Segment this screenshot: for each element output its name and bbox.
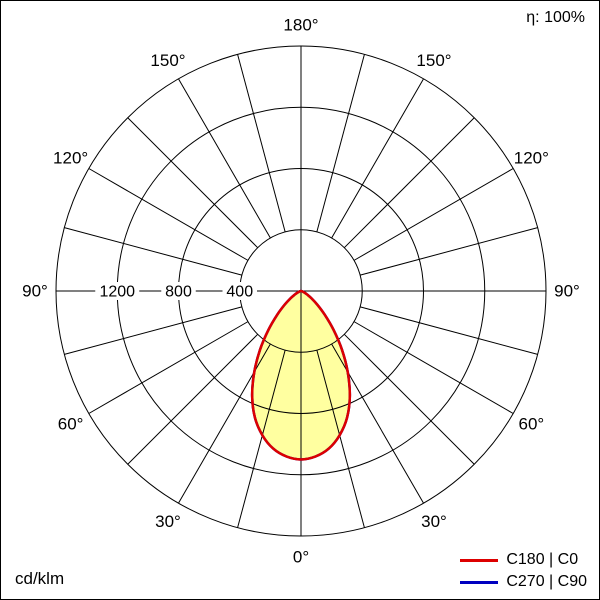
angle-label: 120° [53,149,88,168]
legend-line-c0-icon [460,558,499,562]
spoke-line [316,350,365,528]
intensity-curve-c180-c0 [250,289,352,461]
legend-item-c0: C180 | C0 [460,551,587,569]
ring-label: 400 [226,284,253,301]
spoke-line [360,306,538,355]
spoke-line [127,117,259,249]
angle-label: 0° [293,548,309,567]
spoke-line [178,78,271,239]
angle-label: 30° [421,512,447,531]
ring-label-bg [222,282,257,300]
angle-label: 30° [155,512,181,531]
efficiency-label: η: 100% [526,9,585,26]
legend-line-c90-icon [460,580,499,584]
spoke-line [237,54,286,232]
spoke-line [88,168,249,261]
legend-label-c0: C180 | C0 [506,551,579,568]
legend-label-c90: C270 | C90 [506,573,587,590]
spoke-line [127,333,259,465]
spoke-line [88,321,249,414]
spoke-line [64,227,242,276]
angle-label: 90° [22,282,48,301]
angle-label: 60° [519,415,545,434]
legend: C180 | C0 C270 | C90 [460,551,587,591]
units-label: cd/klm [15,569,65,588]
legend-item-c90: C270 | C90 [460,573,587,591]
ring-label-bg [95,282,140,300]
spoke-line [353,321,514,414]
angle-label: 150° [150,51,185,70]
angle-label: 180° [283,16,318,35]
ring-label-bg [161,282,196,300]
spoke-line [237,350,286,528]
spoke-line [360,227,538,276]
ring-label: 800 [165,284,192,301]
spoke-line [343,117,475,249]
angle-label: 90° [554,282,580,301]
ring-label: 1200 [99,284,135,301]
spoke-line [353,168,514,261]
angle-label: 150° [416,51,451,70]
spoke-line [331,78,424,239]
spoke-line [316,54,365,232]
spoke-line [64,306,242,355]
angle-label: 60° [58,415,84,434]
angle-label: 120° [514,149,549,168]
spoke-line [343,333,475,465]
